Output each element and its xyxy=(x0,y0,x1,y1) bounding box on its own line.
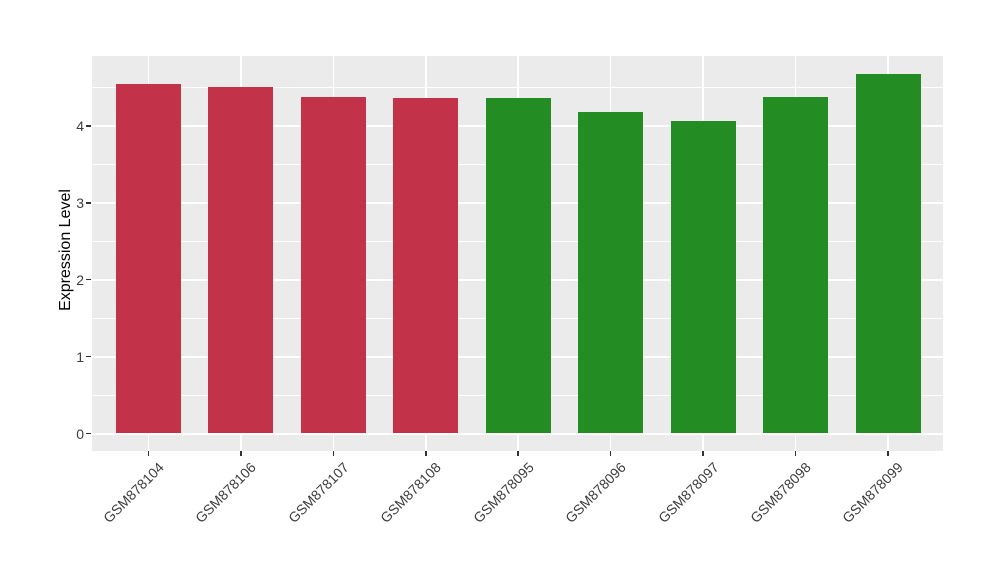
y-tick-mark xyxy=(86,125,91,127)
y-tick-label: 0 xyxy=(76,425,84,442)
y-tick-mark xyxy=(86,202,91,204)
bar-GSM878099 xyxy=(855,74,921,434)
x-tick-label: GSM878104 xyxy=(99,459,167,526)
bar-GSM878104 xyxy=(115,84,181,434)
y-tick-label: 1 xyxy=(76,348,84,365)
bar-GSM878097 xyxy=(670,120,736,434)
x-tick-mark xyxy=(240,451,242,456)
x-tick-label: GSM878097 xyxy=(654,459,722,526)
x-tick-label: GSM878107 xyxy=(284,459,352,526)
plot-panel xyxy=(92,56,943,451)
y-tick-label: 3 xyxy=(76,194,84,211)
x-tick-label: GSM878099 xyxy=(839,459,907,526)
x-tick-mark xyxy=(794,451,797,456)
y-tick-label: 4 xyxy=(76,117,84,134)
bar-GSM878095 xyxy=(485,98,551,434)
x-tick-label: GSM878095 xyxy=(469,459,537,526)
bar-GSM878106 xyxy=(208,87,274,434)
x-tick-mark xyxy=(702,451,704,456)
x-tick-label: GSM878096 xyxy=(562,459,629,526)
y-tick-label: 2 xyxy=(76,271,84,288)
x-tick-mark xyxy=(887,451,889,456)
y-tick-mark xyxy=(86,278,91,281)
x-tick-mark xyxy=(517,451,519,456)
bar-GSM878096 xyxy=(578,112,644,434)
y-tick-mark xyxy=(86,432,91,435)
x-tick-label: GSM878108 xyxy=(377,459,445,526)
bar-GSM878108 xyxy=(393,98,459,434)
bar-GSM878107 xyxy=(300,97,366,434)
y-tick-mark xyxy=(86,355,91,358)
x-tick-mark xyxy=(609,451,612,456)
x-tick-mark xyxy=(147,451,150,456)
x-tick-label: GSM878098 xyxy=(746,459,814,526)
bar-GSM878098 xyxy=(763,97,829,434)
x-tick-mark xyxy=(425,451,427,456)
x-tick-label: GSM878106 xyxy=(192,459,260,526)
x-tick-mark xyxy=(332,451,335,456)
